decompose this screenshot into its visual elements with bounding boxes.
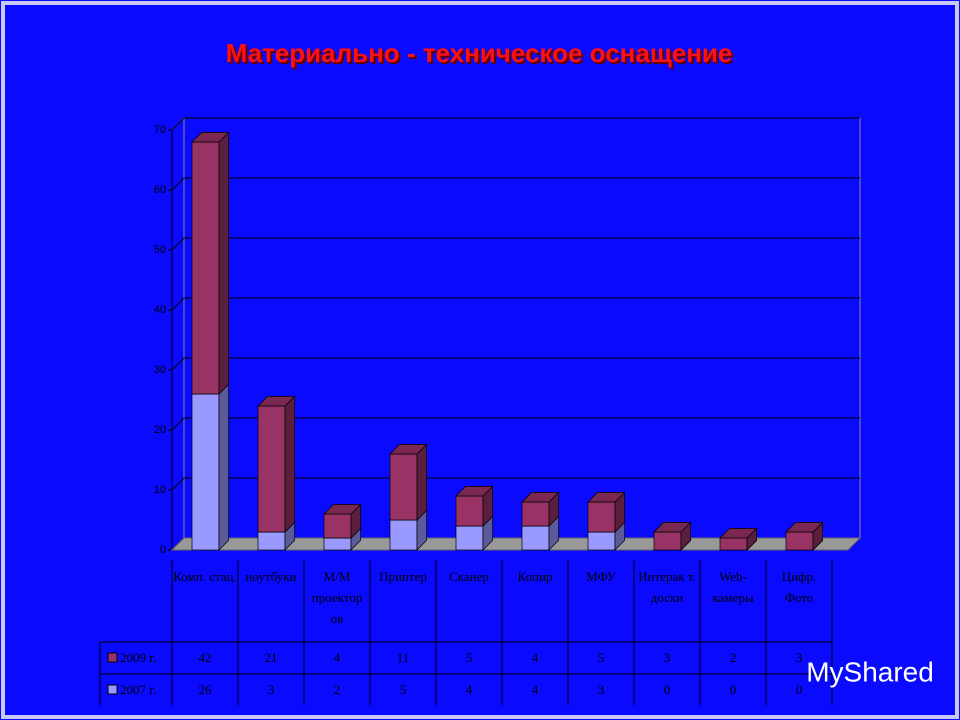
bar bbox=[389, 453, 418, 521]
bar bbox=[323, 513, 352, 539]
bar bbox=[389, 519, 418, 551]
grid-line bbox=[171, 177, 185, 191]
y-tick-label: 10 bbox=[154, 484, 166, 496]
bar-side bbox=[218, 383, 229, 551]
bar-top bbox=[587, 492, 626, 503]
y-tick-label: 0 bbox=[160, 544, 166, 556]
title-shadow: Материально - техническое оснащение bbox=[228, 40, 735, 70]
table-value: 5 bbox=[597, 650, 605, 665]
bar bbox=[455, 525, 484, 551]
table-value: 3 bbox=[663, 650, 671, 665]
bar bbox=[521, 501, 550, 527]
y-tick-label: 30 bbox=[154, 364, 166, 376]
table-value: 2 bbox=[333, 682, 341, 697]
bar-side bbox=[416, 443, 427, 521]
y-tick-label: 60 bbox=[154, 184, 166, 196]
grid-line bbox=[171, 297, 185, 311]
grid-line bbox=[171, 477, 185, 491]
x-tick-label: ноутбуки bbox=[245, 569, 297, 584]
side-wall bbox=[171, 116, 185, 552]
y-tick-label: 20 bbox=[154, 424, 166, 436]
bar-top bbox=[323, 504, 362, 515]
legend-swatch bbox=[107, 684, 118, 695]
bar bbox=[587, 531, 616, 551]
table-value: 2 bbox=[729, 650, 737, 665]
bar bbox=[521, 525, 550, 551]
table-value: 21 bbox=[264, 650, 278, 665]
y-tick-label: 40 bbox=[154, 304, 166, 316]
watermark: MyShared bbox=[806, 656, 934, 687]
grid-line bbox=[171, 117, 185, 131]
table-value: 0 bbox=[663, 682, 671, 697]
bar-top bbox=[455, 486, 494, 497]
grid-line bbox=[171, 417, 185, 431]
legend-label: 2009 г. bbox=[120, 650, 157, 665]
table-value: 0 bbox=[729, 682, 737, 697]
x-tick-label: Сканер bbox=[449, 569, 489, 584]
x-tick-label: Цифр. Фото bbox=[781, 569, 817, 605]
table-value: 5 bbox=[465, 650, 473, 665]
bar bbox=[785, 531, 814, 551]
bar-top bbox=[257, 396, 296, 407]
bar bbox=[191, 393, 220, 551]
table-value: 26 bbox=[198, 682, 212, 697]
bar bbox=[257, 405, 286, 533]
y-tick-label: 50 bbox=[154, 244, 166, 256]
grid-line bbox=[171, 237, 185, 251]
table-value: 5 bbox=[399, 682, 407, 697]
bar-side bbox=[284, 395, 295, 533]
table-value: 11 bbox=[396, 650, 410, 665]
table-value: 4 bbox=[531, 650, 539, 665]
x-tick-label: Интерак т. доски bbox=[638, 569, 696, 605]
bar bbox=[191, 141, 220, 395]
table-value: 4 bbox=[465, 682, 473, 697]
bar-top bbox=[389, 444, 428, 455]
bar-top bbox=[719, 528, 758, 539]
chart-title: Материально - техническое оснащение bbox=[226, 38, 733, 68]
bar bbox=[455, 495, 484, 527]
table-value: 0 bbox=[795, 682, 803, 697]
legend-label: 2007 г. bbox=[120, 682, 157, 697]
x-tick-label: Web- камеры bbox=[712, 569, 754, 605]
bar-side bbox=[218, 131, 229, 395]
table-value: 3 bbox=[795, 650, 803, 665]
x-tick-label: Комп. стац. bbox=[173, 569, 237, 584]
x-tick-label: МФУ bbox=[586, 569, 616, 584]
x-tick-label: Копир bbox=[517, 569, 553, 584]
bar-top bbox=[653, 522, 692, 533]
bar bbox=[323, 537, 352, 551]
table-value: 3 bbox=[597, 682, 605, 697]
bar bbox=[653, 531, 682, 551]
y-tick-label: 70 bbox=[154, 124, 166, 136]
x-tick-label: М/М проектор ов bbox=[311, 569, 363, 626]
table-value: 4 bbox=[333, 650, 341, 665]
bar-top bbox=[521, 492, 560, 503]
table-value: 42 bbox=[198, 650, 212, 665]
legend-swatch bbox=[107, 652, 118, 663]
bar-top bbox=[191, 132, 230, 143]
bar bbox=[719, 537, 748, 551]
bar bbox=[257, 531, 286, 551]
table-value: 3 bbox=[267, 682, 275, 697]
bar bbox=[587, 501, 616, 533]
bar-top bbox=[785, 522, 824, 533]
x-tick-label: Принтер bbox=[379, 569, 427, 584]
table-value: 4 bbox=[531, 682, 539, 697]
grid-line bbox=[171, 357, 185, 371]
